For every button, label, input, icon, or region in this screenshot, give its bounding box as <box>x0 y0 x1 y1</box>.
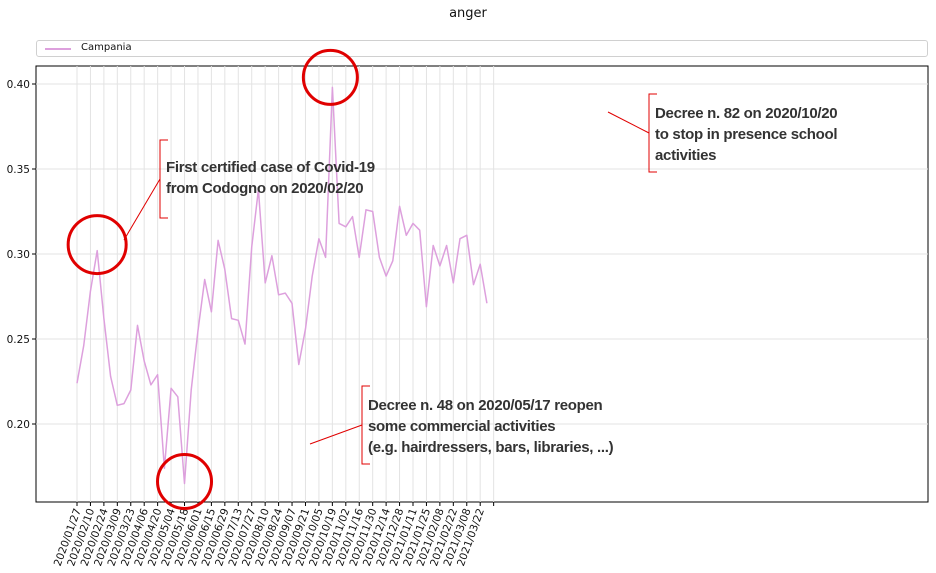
y-tick-label: 0.30 <box>7 249 30 261</box>
annotation-text: activities <box>655 147 716 164</box>
annotation-text: from Codogno on 2020/02/20 <box>166 180 363 197</box>
grid <box>36 66 928 502</box>
annotation-connector <box>607 111 650 134</box>
y-tick-label: 0.20 <box>7 419 30 431</box>
annotation-text: Decree n. 48 on 2020/05/17 reopen <box>368 397 603 414</box>
series-layer <box>76 86 488 485</box>
annotation-connector <box>309 424 363 445</box>
y-axis: 0.20 0.25 0.30 0.35 0.40 <box>7 79 36 431</box>
annotation-circle <box>156 453 214 510</box>
legend-label-campania: Campania <box>81 42 132 53</box>
annotation-connector <box>123 178 161 241</box>
annotation-bracket <box>648 93 657 173</box>
annotations-layer: First certified case of Covid-19 from Cod… <box>66 48 838 510</box>
y-tick-label: 0.35 <box>7 164 30 176</box>
annotation-circle <box>66 214 128 276</box>
series-line-campania <box>76 86 488 485</box>
y-tick-label: 0.40 <box>7 79 30 91</box>
annotation-bracket <box>361 385 370 465</box>
annotation-text: First certified case of Covid-19 <box>166 159 375 176</box>
chart-title: anger <box>449 6 487 21</box>
plot-frame <box>35 65 929 503</box>
annotation-text: some commercial activities <box>368 418 555 435</box>
legend: Campania <box>36 40 928 57</box>
x-axis: 2020/01/272020/02/102020/02/242020/03/09… <box>52 502 495 568</box>
annotation-text: Decree n. 82 on 2020/10/20 <box>655 105 837 122</box>
annotation-bracket <box>159 139 168 219</box>
y-tick-label: 0.25 <box>7 334 30 346</box>
annotation-text: to stop in presence school <box>655 126 837 143</box>
annotation-circle <box>301 48 359 106</box>
legend-swatch-campania <box>45 48 71 50</box>
annotation-text: (e.g. hairdressers, bars, libraries, ...… <box>368 439 614 456</box>
